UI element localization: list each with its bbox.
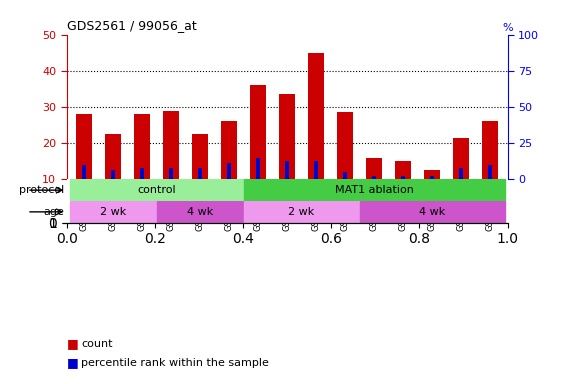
Bar: [488, 165, 492, 179]
Text: %: %: [502, 23, 513, 33]
Bar: [482, 121, 498, 179]
Bar: [169, 169, 173, 179]
Text: 2 wk: 2 wk: [100, 207, 126, 217]
Bar: [337, 113, 353, 179]
Bar: [314, 161, 318, 179]
Bar: [227, 163, 231, 179]
Bar: [279, 94, 295, 179]
Bar: [360, 201, 505, 223]
Bar: [244, 179, 505, 201]
Bar: [157, 201, 244, 223]
Text: ■: ■: [67, 337, 78, 350]
Bar: [401, 176, 405, 179]
Bar: [82, 165, 86, 179]
Bar: [343, 172, 347, 179]
Text: count: count: [81, 339, 113, 349]
Bar: [192, 134, 208, 179]
Bar: [140, 169, 144, 179]
Bar: [395, 161, 411, 179]
Text: protocol: protocol: [19, 185, 64, 195]
Bar: [430, 176, 434, 179]
Bar: [285, 161, 289, 179]
Bar: [163, 111, 179, 179]
Bar: [244, 201, 360, 223]
Text: 4 wk: 4 wk: [419, 207, 445, 217]
Bar: [198, 169, 202, 179]
Bar: [424, 170, 440, 179]
Bar: [105, 134, 121, 179]
Bar: [76, 114, 92, 179]
Text: GDS2561 / 99056_at: GDS2561 / 99056_at: [67, 19, 197, 32]
Bar: [308, 53, 324, 179]
Bar: [111, 170, 115, 179]
Bar: [250, 85, 266, 179]
Bar: [221, 121, 237, 179]
Bar: [256, 157, 260, 179]
Bar: [134, 114, 150, 179]
Bar: [459, 169, 463, 179]
Bar: [366, 157, 382, 179]
Bar: [453, 138, 469, 179]
Text: 4 wk: 4 wk: [187, 207, 213, 217]
Bar: [372, 176, 376, 179]
Text: ■: ■: [67, 356, 78, 369]
Bar: [70, 201, 157, 223]
Text: age: age: [44, 207, 64, 217]
Text: percentile rank within the sample: percentile rank within the sample: [81, 358, 269, 368]
Text: 2 wk: 2 wk: [288, 207, 315, 217]
Bar: [70, 179, 244, 201]
Text: control: control: [137, 185, 176, 195]
Text: MAT1 ablation: MAT1 ablation: [335, 185, 414, 195]
